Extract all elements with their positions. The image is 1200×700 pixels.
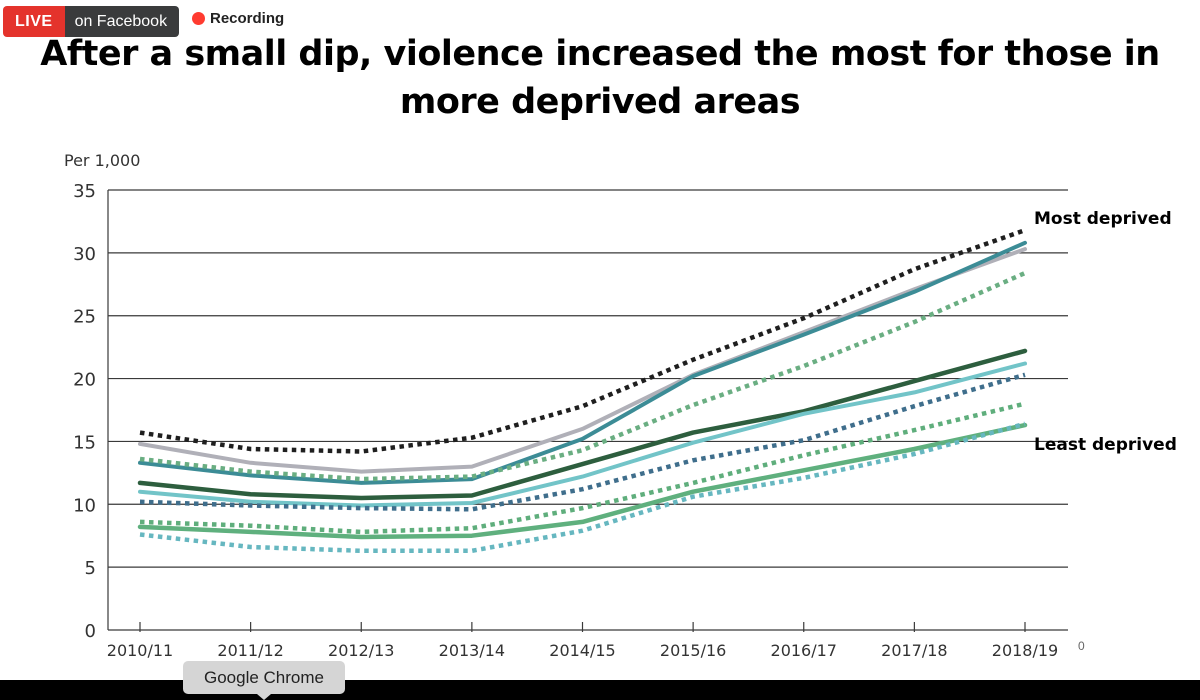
line-chart: 0 5 10 15 20 25 30 35 Per 1,000 2010/11 2011/12 201… <box>64 151 1177 660</box>
y-tick-label: 10 <box>73 495 96 516</box>
axes: 0 5 10 15 20 25 30 35 Per 1,000 2010/11 2011/12 201… <box>64 151 1068 660</box>
series-line-2 <box>138 247 1027 474</box>
y-tick-label: 20 <box>73 370 96 391</box>
y-tick-label: 35 <box>73 181 96 202</box>
series-lines <box>137 228 1028 554</box>
stray-zero-label: 0 <box>1078 639 1085 653</box>
bottom-bar <box>0 680 1200 698</box>
x-tick-label: 2017/18 <box>881 641 947 660</box>
series-line-9 <box>137 422 1028 540</box>
x-tick-label: 2014/15 <box>549 641 615 660</box>
chart-title: After a small dip, violence increased th… <box>40 34 1160 122</box>
y-tick-label: 25 <box>73 307 96 328</box>
series-line-3 <box>138 240 1027 485</box>
platform-label: on Facebook <box>64 6 180 37</box>
x-tick-label: 2010/11 <box>107 641 173 660</box>
series-line-6 <box>138 361 1027 508</box>
x-tick-label: 2011/12 <box>217 641 283 660</box>
series-line-10 <box>139 421 1026 554</box>
series-line-8 <box>139 401 1026 535</box>
x-tick-label: 2015/16 <box>660 641 726 660</box>
annotations: Most deprived Least deprived <box>1034 209 1177 455</box>
record-dot-icon <box>192 12 205 25</box>
y-axis-label: Per 1,000 <box>64 151 140 170</box>
annotation-label: Least deprived <box>1034 435 1177 455</box>
recording-indicator: Recording <box>192 10 284 27</box>
x-tick-label: 2016/17 <box>771 641 837 660</box>
x-tick-label: 2012/13 <box>328 641 394 660</box>
live-label: LIVE <box>3 6 65 37</box>
y-tick-label: 0 <box>85 621 96 642</box>
series-line-4 <box>139 270 1026 482</box>
y-tick-label: 30 <box>73 244 96 265</box>
annotation-label: Most deprived <box>1034 209 1172 229</box>
series-line-5 <box>137 348 1028 501</box>
series-line-7 <box>139 372 1026 512</box>
recording-label: Recording <box>210 10 285 27</box>
series-line-1 <box>139 228 1026 454</box>
chrome-tooltip: Google Chrome <box>183 661 345 700</box>
y-tick-label: 15 <box>73 432 96 453</box>
slide: After a small dip, violence increased th… <box>0 0 1200 680</box>
y-tick-label: 5 <box>85 558 96 579</box>
x-tick-label: 2013/14 <box>439 641 505 660</box>
x-tick-label: 2018/19 <box>992 641 1058 660</box>
gridlines <box>108 189 1068 568</box>
live-badge[interactable]: LIVE on Facebook <box>3 6 180 37</box>
